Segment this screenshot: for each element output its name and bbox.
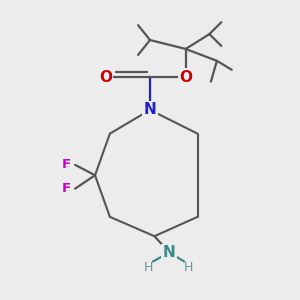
Text: H: H [184,261,193,274]
Text: N: N [163,245,176,260]
Text: F: F [62,182,71,195]
Text: O: O [99,70,112,85]
Text: O: O [179,70,192,85]
Text: N: N [144,102,156,117]
Text: F: F [62,158,71,171]
Text: H: H [144,261,153,274]
